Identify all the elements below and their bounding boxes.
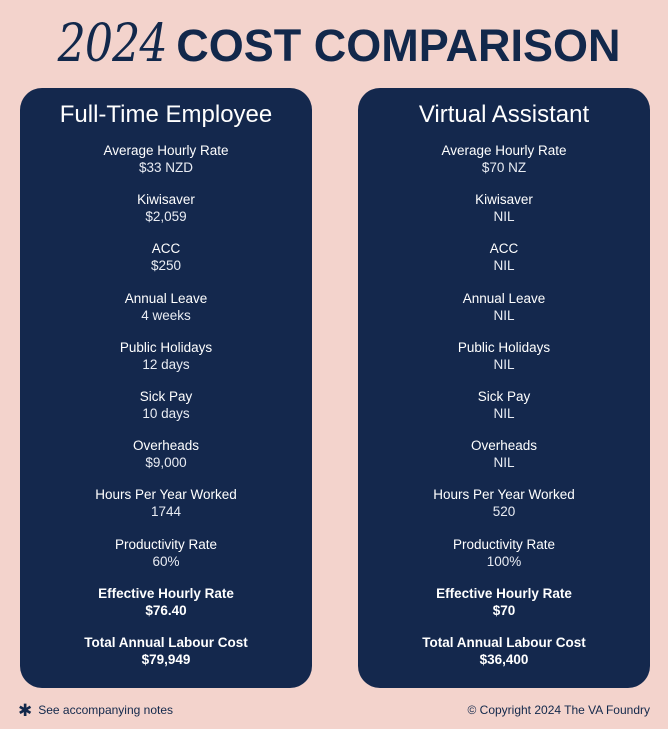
row-value: $76.40 xyxy=(145,602,187,618)
va-row-productivity: Productivity Rate 100% xyxy=(358,536,650,585)
va-card-heading: Virtual Assistant xyxy=(418,101,590,128)
row-value: $70 xyxy=(492,602,516,618)
row-label: Hours Per Year Worked xyxy=(433,487,575,503)
row-label: Annual Leave xyxy=(124,290,208,306)
row-label: Kiwisaver xyxy=(137,192,195,208)
row-value: NIL xyxy=(493,405,515,421)
va-row-hours: Hours Per Year Worked 520 xyxy=(358,486,650,535)
va-card: Virtual Assistant Average Hourly Rate $7… xyxy=(358,88,650,688)
row-label: Effective Hourly Rate xyxy=(436,585,572,601)
employee-row-effective-rate: Effective Hourly Rate $76.40 xyxy=(20,585,312,634)
row-label: Overheads xyxy=(470,438,538,454)
row-label: Average Hourly Rate xyxy=(441,143,567,158)
va-row-annual-leave: Annual Leave NIL xyxy=(358,290,650,339)
employee-row-annual-leave: Annual Leave 4 weeks xyxy=(20,290,312,339)
row-value: $79,949 xyxy=(141,651,191,667)
row-label: Annual Leave xyxy=(462,290,546,306)
employee-card: Full-Time Employee Average Hourly Rate $… xyxy=(20,88,312,688)
row-value: NIL xyxy=(493,356,515,372)
title-year: 2024 xyxy=(57,14,167,74)
row-value: $9,000 xyxy=(145,455,187,471)
asterisk-icon: ✱ xyxy=(18,701,33,720)
row-value: 100% xyxy=(486,553,522,569)
row-value: 4 weeks xyxy=(141,307,191,323)
employee-card-heading: Full-Time Employee xyxy=(59,101,273,128)
employee-row-total-cost: Total Annual Labour Cost $79,949 xyxy=(20,634,312,683)
employee-row-kiwisaver: Kiwisaver $2,059 xyxy=(20,191,312,240)
va-row-hourly-rate: Average Hourly Rate $70 NZ xyxy=(358,142,650,191)
row-value: $33 NZD xyxy=(138,160,194,175)
employee-row-hourly-rate: Average Hourly Rate $33 NZD xyxy=(20,142,312,191)
row-label: Productivity Rate xyxy=(452,536,556,552)
va-row-total-cost: Total Annual Labour Cost $36,400 xyxy=(358,634,650,683)
footnote: ✱ See accompanying notes xyxy=(18,701,173,721)
row-label: Overheads xyxy=(132,438,200,454)
row-value: NIL xyxy=(493,209,515,225)
row-label: Average Hourly Rate xyxy=(103,143,229,158)
row-label: Total Annual Labour Cost xyxy=(422,634,586,650)
employee-row-public-holidays: Public Holidays 12 days xyxy=(20,339,312,388)
employee-row-acc: ACC $250 xyxy=(20,240,312,289)
row-value: 60% xyxy=(152,553,180,569)
row-label: Sick Pay xyxy=(139,388,193,404)
row-value: 12 days xyxy=(142,356,190,372)
copyright: © Copyright 2024 The VA Foundry xyxy=(467,703,650,717)
row-label: ACC xyxy=(489,241,519,257)
row-label: Productivity Rate xyxy=(114,536,218,552)
va-row-kiwisaver: Kiwisaver NIL xyxy=(358,191,650,240)
row-value: NIL xyxy=(493,455,515,471)
row-value: NIL xyxy=(493,258,515,274)
row-label: Hours Per Year Worked xyxy=(95,487,237,503)
row-value: 10 days xyxy=(142,405,190,421)
row-value: $36,400 xyxy=(479,651,529,667)
va-row-acc: ACC NIL xyxy=(358,240,650,289)
va-row-effective-rate: Effective Hourly Rate $70 xyxy=(358,585,650,634)
title-main: COST COMPARISON xyxy=(176,20,621,71)
row-value: $250 xyxy=(150,258,182,274)
row-label: ACC xyxy=(151,241,181,257)
row-value: $70 NZ xyxy=(481,160,527,175)
row-value: NIL xyxy=(493,307,515,323)
row-value: $2,059 xyxy=(145,209,187,225)
va-row-sick-pay: Sick Pay NIL xyxy=(358,388,650,437)
employee-row-productivity: Productivity Rate 60% xyxy=(20,536,312,585)
row-value: 1744 xyxy=(150,504,182,520)
employee-row-hours: Hours Per Year Worked 1744 xyxy=(20,486,312,535)
row-value: 520 xyxy=(492,504,516,520)
row-label: Sick Pay xyxy=(477,388,531,404)
row-label: Public Holidays xyxy=(457,339,551,355)
footnote-text: See accompanying notes xyxy=(38,703,174,718)
row-label: Total Annual Labour Cost xyxy=(84,634,248,650)
employee-row-overheads: Overheads $9,000 xyxy=(20,437,312,486)
va-row-overheads: Overheads NIL xyxy=(358,437,650,486)
row-label: Public Holidays xyxy=(119,339,213,355)
row-label: Effective Hourly Rate xyxy=(98,585,234,601)
page-title: 2024 COST COMPARISON xyxy=(0,14,668,74)
employee-row-sick-pay: Sick Pay 10 days xyxy=(20,388,312,437)
va-row-public-holidays: Public Holidays NIL xyxy=(358,339,650,388)
row-label: Kiwisaver xyxy=(475,192,533,208)
